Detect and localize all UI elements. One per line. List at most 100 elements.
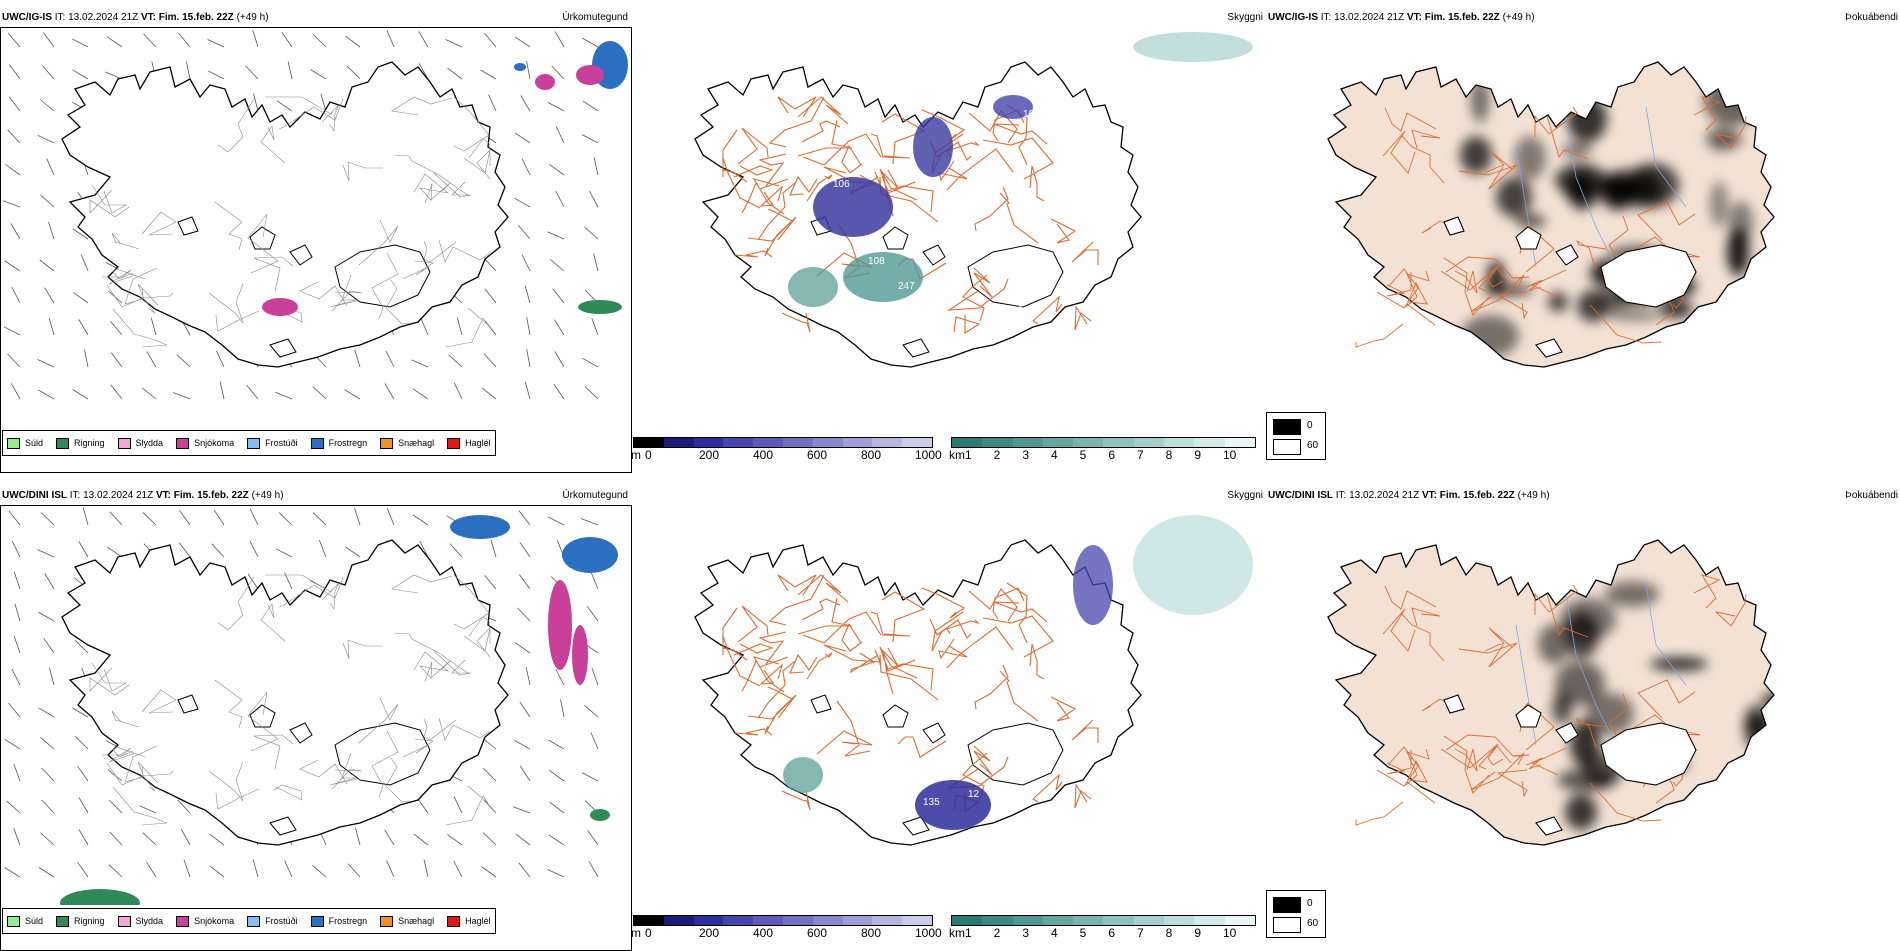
wind-barb — [481, 387, 497, 400]
wind-barb — [354, 349, 361, 368]
visibility-m-colorbar: m 0 200 400 600 800 1000 — [631, 437, 942, 463]
visibility-value-label: 12 — [968, 789, 980, 800]
wind-barb — [584, 704, 599, 718]
legend-item-6: Snæhagl — [380, 915, 434, 927]
legend-item-4: Frostúði — [247, 915, 298, 927]
wind-barb — [13, 635, 21, 654]
visibility-area — [1133, 32, 1253, 62]
legend-item-2: Slydda — [117, 437, 163, 449]
wind-barb — [312, 386, 327, 400]
wind-barb — [521, 254, 531, 272]
wind-barb — [74, 736, 89, 750]
wind-barb — [588, 861, 599, 878]
wind-barb — [423, 859, 429, 878]
fog-patch — [1659, 300, 1693, 318]
colorbar-unit: km — [949, 926, 965, 940]
fog-patch — [1704, 79, 1764, 125]
glacier-area — [1600, 244, 1697, 308]
wind-barb — [39, 99, 55, 112]
wind-barb — [448, 354, 463, 368]
wind-barb — [72, 228, 89, 240]
wind-barb — [384, 829, 395, 846]
wind-barb — [312, 512, 327, 526]
vt-label: VT: — [140, 12, 156, 23]
fog-patch — [1609, 309, 1661, 321]
wind-barb — [74, 640, 89, 654]
wind-barb — [591, 317, 599, 336]
legend-item-4: Frostúði — [247, 437, 298, 449]
wind-barb — [2, 200, 21, 208]
wind-barb — [219, 381, 225, 400]
colorbar-cell — [782, 438, 813, 447]
wind-barb — [519, 701, 531, 718]
wind-barb — [108, 864, 123, 878]
wind-barb — [386, 508, 395, 526]
wind-barb — [40, 194, 55, 208]
wind-barb — [105, 71, 123, 80]
wind-barb — [146, 861, 157, 878]
colorbar-cell — [1012, 916, 1043, 925]
fog-panel-row1: UWC/IG-IS IT: 13.02.2024 21Z VT: Fim. 15… — [1266, 12, 1898, 472]
wind-barb — [587, 830, 599, 846]
wind-barb — [72, 389, 89, 400]
wind-barb — [142, 832, 157, 846]
glacier-outline — [177, 694, 199, 714]
fog-patch — [1601, 178, 1635, 210]
wind-barb — [77, 766, 89, 782]
wind-barb — [517, 225, 531, 240]
wind-barb — [550, 259, 565, 272]
colorbar-tick-label: 5 — [1079, 926, 1087, 940]
wind-barb — [39, 259, 55, 272]
wind-barb — [449, 543, 463, 558]
wind-barb — [275, 391, 293, 400]
fog-legend: 0 60 — [1266, 890, 1326, 938]
wind-barb — [554, 351, 565, 368]
colorbar-cell — [1073, 916, 1104, 925]
wind-barb — [106, 546, 123, 558]
fog-patch — [1460, 136, 1492, 174]
colorbar-cell — [634, 916, 664, 925]
legend-swatch — [247, 437, 261, 449]
colorbar-tick-label: 4 — [1051, 926, 1058, 940]
low-visibility-area — [993, 95, 1033, 119]
wind-barb — [419, 540, 429, 558]
wind-barb — [7, 33, 21, 48]
glacier-outline — [269, 338, 297, 358]
wind-barb — [549, 770, 565, 782]
glacier-area — [1555, 244, 1579, 266]
fog-low-swatch — [1273, 897, 1301, 913]
wind-barb — [518, 510, 531, 526]
snow-area — [262, 298, 298, 316]
colorbar-tick-label: 600 — [807, 448, 828, 462]
glacier-area — [1535, 338, 1563, 358]
colorbar-cell — [1073, 438, 1104, 447]
wind-barb — [483, 353, 497, 368]
legend-swatch — [7, 915, 20, 927]
visibility-value-label: 122 — [963, 845, 980, 856]
colorbar-cell — [634, 438, 664, 447]
wind-barb — [524, 285, 531, 304]
colorbar-cell — [1042, 916, 1074, 925]
legend-swatch — [447, 915, 461, 927]
wind-barb — [150, 317, 157, 336]
glacier-area — [1443, 216, 1465, 236]
wind-barb — [411, 359, 429, 368]
wind-barb — [312, 864, 327, 878]
wind-barb — [207, 39, 225, 48]
legend-label: Snæhagl — [398, 438, 435, 448]
wind-barb — [552, 288, 565, 304]
wind-barb — [6, 800, 21, 814]
wind-barb — [107, 769, 123, 782]
colorbar-tick-label: 5 — [1079, 448, 1087, 462]
wind-barb — [176, 354, 191, 368]
panel-title: Þokuábendi — [1845, 490, 1898, 501]
legend-item-5: Frostregn — [310, 915, 367, 927]
wind-barb — [512, 806, 531, 814]
visibility-value-label: 135 — [923, 797, 940, 808]
visibility-km-colorbar: km 1 2 3 4 5 6 7 8 9 10 — [949, 915, 1256, 941]
wind-barb — [5, 164, 21, 176]
fog-patch — [1552, 692, 1572, 724]
colorbar-tick-label: 6 — [1108, 448, 1116, 462]
wind-barb — [40, 832, 55, 846]
wind-barb — [517, 607, 531, 622]
